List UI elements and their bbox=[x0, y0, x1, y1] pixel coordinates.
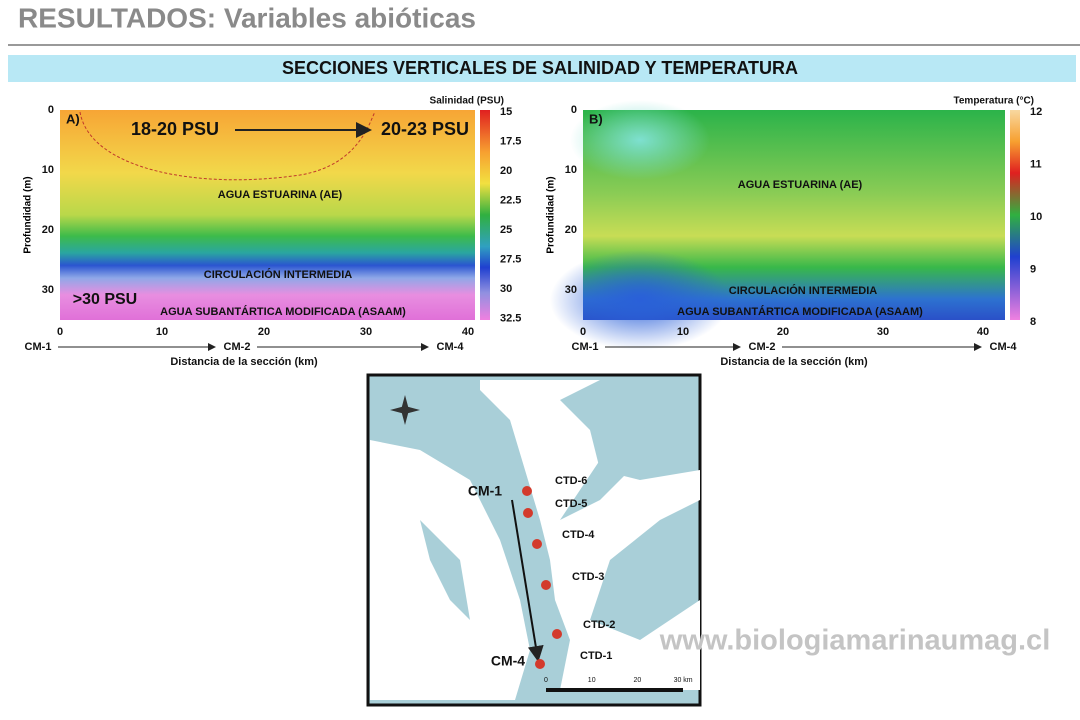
annotation: CIRCULACIÓN INTERMEDIA bbox=[204, 268, 353, 281]
annotation: 18-20 PSU bbox=[131, 119, 219, 139]
scale-label: 0 bbox=[544, 677, 548, 684]
station: CM-1 bbox=[25, 341, 52, 353]
scale-label: 20 bbox=[634, 677, 642, 684]
colorbar-tick: 22.5 bbox=[500, 194, 521, 206]
annotation: AGUA ESTUARINA (AE) bbox=[738, 179, 863, 191]
annotation: >30 PSU bbox=[73, 291, 137, 308]
ctd-station bbox=[552, 629, 562, 639]
colorbar-tick: 17.5 bbox=[500, 135, 521, 147]
ctd-station bbox=[522, 486, 532, 496]
ctd-label: CTD-4 bbox=[562, 529, 595, 541]
ctd-label: CTD-2 bbox=[583, 619, 615, 631]
colorbar-title: Salinidad (PSU) bbox=[430, 96, 504, 107]
colorbar-tick: 32.5 bbox=[500, 312, 521, 324]
ctd-label: CTD-5 bbox=[555, 498, 587, 510]
y-tick: 20 bbox=[42, 224, 54, 236]
colorbar-tick: 12 bbox=[1030, 106, 1042, 118]
scale-label: 10 bbox=[588, 677, 596, 684]
salinity-section bbox=[60, 110, 475, 320]
slide-title: RESULTADOS: Variables abióticas bbox=[18, 2, 476, 33]
annotation: CIRCULACIÓN INTERMEDIA bbox=[729, 284, 878, 297]
colorbar-tick: 15 bbox=[500, 106, 512, 118]
x-tick: 30 bbox=[360, 326, 372, 338]
y-tick: 20 bbox=[565, 224, 577, 236]
map-endpoint: CM-1 bbox=[468, 483, 502, 499]
land bbox=[370, 380, 700, 700]
x-axis-label: Distancia de la sección (km) bbox=[720, 356, 868, 368]
map-endpoint: CM-4 bbox=[491, 653, 525, 669]
scale-bar bbox=[546, 688, 683, 692]
y-tick: 10 bbox=[565, 164, 577, 176]
watermark: www.biologiamarinaumag.cl bbox=[659, 625, 1051, 657]
colorbar bbox=[1010, 110, 1020, 320]
scale-label: 30 km bbox=[674, 677, 693, 684]
colorbar-tick: 9 bbox=[1030, 263, 1036, 275]
ctd-label: CTD-6 bbox=[555, 475, 587, 487]
station: CM-4 bbox=[990, 341, 1018, 353]
x-tick: 0 bbox=[57, 326, 63, 338]
panel-label: A) bbox=[66, 111, 80, 126]
x-tick: 10 bbox=[156, 326, 168, 338]
y-tick: 30 bbox=[42, 284, 54, 296]
ctd-label: CTD-3 bbox=[572, 571, 604, 583]
x-tick: 20 bbox=[777, 326, 789, 338]
contour bbox=[570, 100, 710, 180]
x-tick: 40 bbox=[462, 326, 474, 338]
y-tick: 10 bbox=[42, 164, 54, 176]
banner bbox=[8, 55, 1076, 82]
panel-label: B) bbox=[589, 111, 603, 126]
colorbar-tick: 8 bbox=[1030, 316, 1036, 328]
ctd-station bbox=[541, 580, 551, 590]
x-tick: 40 bbox=[977, 326, 989, 338]
x-tick: 30 bbox=[877, 326, 889, 338]
compass bbox=[390, 395, 420, 425]
x-tick: 10 bbox=[677, 326, 689, 338]
annotation: AGUA ESTUARINA (AE) bbox=[218, 189, 343, 201]
colorbar-tick: 11 bbox=[1030, 158, 1042, 170]
colorbar-tick: 20 bbox=[500, 165, 512, 177]
x-tick: 0 bbox=[580, 326, 586, 338]
y-axis-label: Profundidad (m) bbox=[546, 176, 557, 253]
annotation: AGUA SUBANTÁRTICA MODIFICADA (ASAAM) bbox=[160, 305, 406, 318]
contour bbox=[550, 250, 730, 350]
station: CM-2 bbox=[749, 341, 776, 353]
x-tick: 20 bbox=[258, 326, 270, 338]
contour bbox=[79, 111, 376, 181]
station: CM-1 bbox=[572, 341, 599, 353]
colorbar-tick: 30 bbox=[500, 283, 512, 295]
colorbar-title: Temperatura (°C) bbox=[954, 96, 1035, 107]
colorbar-tick: 10 bbox=[1030, 211, 1042, 223]
transect bbox=[511, 499, 544, 662]
ctd-station bbox=[532, 539, 542, 549]
ctd-station bbox=[523, 508, 533, 518]
colorbar-tick: 27.5 bbox=[500, 253, 521, 265]
banner-text: SECCIONES VERTICALES DE SALINIDAD Y TEMP… bbox=[282, 58, 798, 78]
ctd-station bbox=[535, 659, 545, 669]
y-tick: 0 bbox=[571, 104, 577, 116]
annotation: AGUA SUBANTÁRTICA MODIFICADA (ASAAM) bbox=[677, 305, 923, 318]
x-axis-label: Distancia de la sección (km) bbox=[170, 356, 318, 368]
y-axis-label: Profundidad (m) bbox=[23, 176, 34, 253]
station: CM-2 bbox=[224, 341, 251, 353]
y-tick: 0 bbox=[48, 104, 54, 116]
colorbar bbox=[480, 110, 490, 320]
station: CM-4 bbox=[437, 341, 465, 353]
y-tick: 30 bbox=[565, 284, 577, 296]
annotation: 20-23 PSU bbox=[381, 119, 469, 139]
ctd-label: CTD-1 bbox=[580, 650, 612, 662]
colorbar-tick: 25 bbox=[500, 224, 512, 236]
